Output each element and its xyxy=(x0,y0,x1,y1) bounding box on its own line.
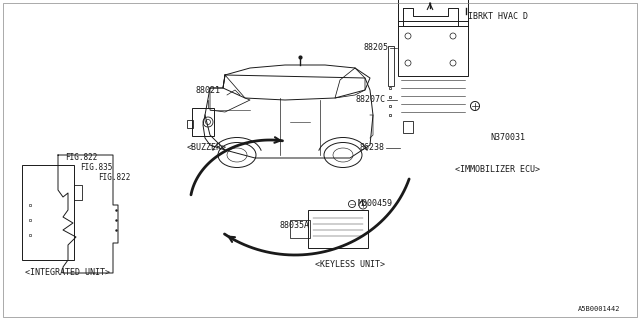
Bar xyxy=(187,120,193,128)
Text: <INTEGRATED UNIT>: <INTEGRATED UNIT> xyxy=(25,268,110,277)
Text: IBRKT HVAC D: IBRKT HVAC D xyxy=(468,12,528,21)
Bar xyxy=(388,46,394,86)
Text: 88021: 88021 xyxy=(195,86,221,95)
Text: 88207C: 88207C xyxy=(355,95,385,105)
Bar xyxy=(403,121,413,133)
Text: N370031: N370031 xyxy=(490,133,525,142)
Text: <BUZZER>: <BUZZER> xyxy=(187,143,227,152)
Text: <IMMOBILIZER ECU>: <IMMOBILIZER ECU> xyxy=(455,165,540,174)
Bar xyxy=(398,21,468,76)
Text: FIG.822: FIG.822 xyxy=(65,153,97,162)
Text: 86238: 86238 xyxy=(359,143,384,153)
Bar xyxy=(308,210,368,248)
Text: A5B0001442: A5B0001442 xyxy=(577,306,620,312)
Bar xyxy=(290,220,310,238)
Bar xyxy=(192,108,214,136)
Bar xyxy=(398,0,468,26)
Text: M000459: M000459 xyxy=(358,199,393,209)
Text: 88035A: 88035A xyxy=(280,220,310,229)
Text: FIG.822: FIG.822 xyxy=(98,173,131,182)
Text: 88205: 88205 xyxy=(363,44,388,52)
Bar xyxy=(22,165,74,260)
Text: FIG.835: FIG.835 xyxy=(80,163,113,172)
Text: <KEYLESS UNIT>: <KEYLESS UNIT> xyxy=(315,260,385,269)
